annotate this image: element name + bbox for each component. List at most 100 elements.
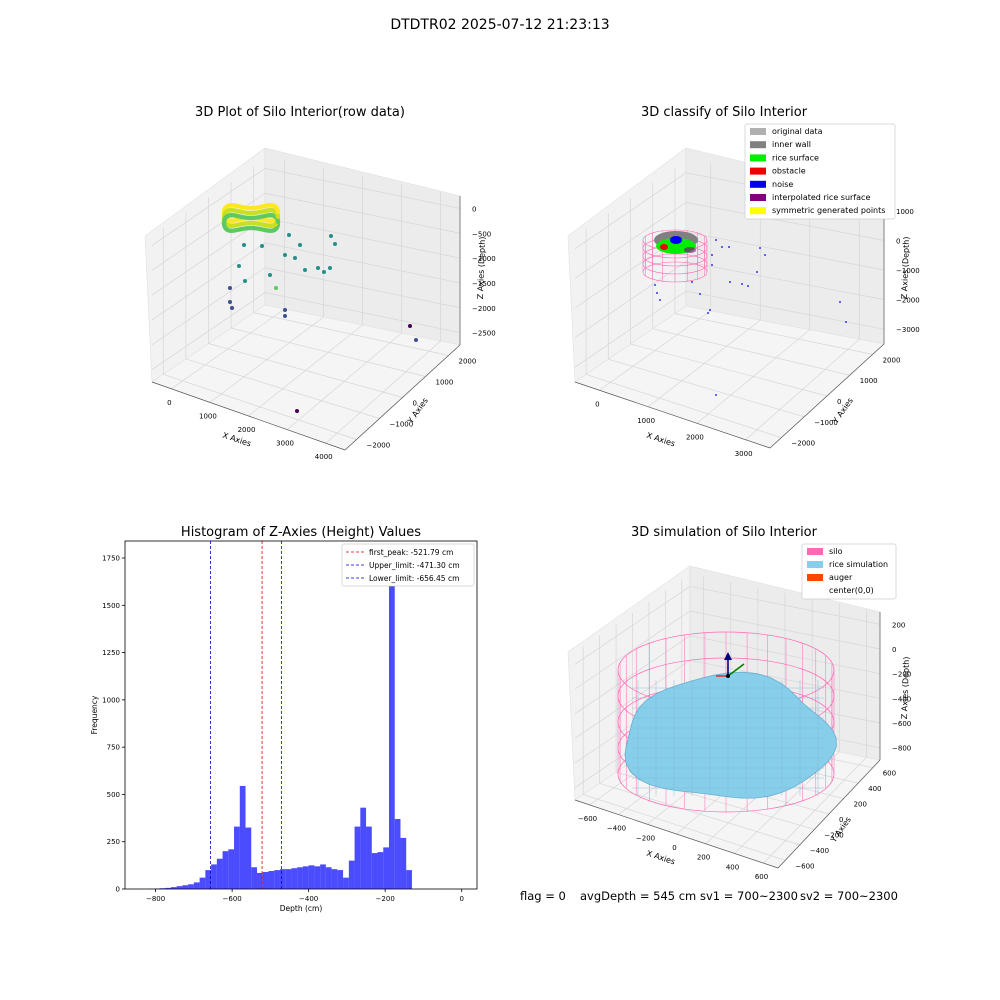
histogram-bar [216, 858, 223, 889]
raw-data-point [283, 314, 287, 318]
sim-y-tick-label: 200 [854, 801, 867, 809]
simulation-legend-swatch [807, 561, 823, 568]
sim-x-axis-line [574, 799, 779, 869]
raw-data-point [275, 219, 281, 225]
histogram-legend-label: Lower_limit: -656.45 cm [369, 574, 459, 583]
histogram-bar [354, 826, 361, 889]
classify-noise-point [656, 292, 658, 294]
classify-noise-point [715, 239, 717, 241]
sim-z-tick-label: 0 [892, 646, 896, 654]
raw-x-tick-label: 4000 [315, 453, 333, 461]
simulation-title: 3D simulation of Silo Interior [631, 525, 818, 540]
simulation-legend-label: center(0,0) [829, 586, 874, 595]
sim-y-tick-label: 400 [868, 785, 881, 793]
classify-noise-point [845, 321, 847, 323]
sim-y-axis-line [777, 759, 881, 869]
raw-data-point [408, 324, 412, 328]
raw-x-tick-label: 1000 [199, 412, 217, 420]
histogram-y-label: Frequency [90, 695, 99, 734]
histogram-y-tick-label: 500 [107, 791, 120, 799]
classify-y-tick-label: 2000 [883, 356, 901, 364]
histogram-bar [165, 887, 171, 889]
classify-noise-point [728, 246, 730, 248]
histogram-bar [251, 867, 257, 889]
histogram-bar [279, 869, 286, 889]
classify-y-axis-line [769, 343, 885, 449]
classify-grid-z [685, 290, 885, 330]
raw-x-tick-label: 2000 [238, 426, 256, 434]
raw-data-point [283, 308, 287, 312]
raw-data-point [333, 242, 337, 246]
classify-grid-y [652, 328, 850, 376]
simulation-legend-label: rice simulation [829, 560, 888, 569]
classify-legend-swatch [750, 154, 766, 162]
histogram-bar [268, 871, 275, 889]
classify-x-tick-label: 2000 [686, 433, 704, 441]
raw-grid-y [185, 358, 380, 419]
histogram-bar [234, 826, 240, 889]
sim-grid-z [689, 610, 881, 650]
histogram-bar [308, 865, 315, 889]
raw-data-point [230, 306, 234, 310]
histogram-bar [400, 837, 407, 889]
classify-legend-swatch [750, 207, 766, 215]
histogram-bar [320, 864, 326, 889]
simulation-panel: −600−400−20002004006006004002000−200−400… [567, 525, 911, 881]
raw-data-point [287, 233, 291, 237]
histogram-bar [211, 864, 217, 889]
raw-y-axis-line [344, 344, 461, 451]
raw-data-point [316, 266, 320, 270]
raw-grid-z-left [151, 242, 266, 321]
simulation-legend-label: auger [829, 573, 853, 582]
histogram-bar [228, 849, 235, 889]
classify-legend-swatch [750, 180, 766, 188]
sim-z-tick-label: −400 [892, 695, 911, 703]
histogram-bar [262, 871, 269, 889]
histogram-bar [182, 885, 189, 889]
simulation-legend-label: silo [829, 547, 843, 556]
classify-legend-label: rice surface [772, 153, 819, 162]
classify-z-tick-label: −3000 [896, 326, 920, 334]
classify-y-tick-label: 1000 [860, 377, 878, 385]
classify-z-tick-label: −1000 [896, 267, 920, 275]
sim-y-tick-label: −200 [824, 831, 843, 839]
histogram-x-tick-label: −200 [376, 895, 395, 903]
raw-z-tick-label: −2500 [472, 330, 496, 338]
histogram-bar [176, 886, 183, 889]
sim-grid-z [689, 635, 881, 675]
simulation-center-point [726, 674, 730, 678]
raw-data-point [268, 273, 272, 277]
sim-x-tick-label: 200 [697, 854, 710, 862]
classify-z-tick-label: 1000 [896, 208, 914, 216]
histogram-bar [377, 852, 384, 889]
classify-noise-point [721, 246, 723, 248]
raw-z-tick-label: −2000 [472, 305, 496, 313]
histogram-bar [199, 877, 206, 889]
sim-x-tick-label: −600 [578, 815, 597, 823]
histogram-legend-label: Upper_limit: -471.30 cm [369, 561, 460, 570]
raw-data-point [298, 243, 302, 247]
classify-grid-z [685, 261, 885, 300]
histogram-x-tick-label: −400 [299, 895, 318, 903]
histogram-x-tick-label: −600 [223, 895, 242, 903]
histogram-y-tick-label: 1250 [102, 649, 120, 657]
histogram-title: Histogram of Z-Axies (Height) Values [181, 525, 421, 540]
sim-x-tick-label: 400 [726, 863, 739, 871]
classify-noise-cluster [670, 236, 682, 244]
classify-legend-label: obstacle [772, 167, 806, 176]
classify-grid-y [630, 343, 828, 397]
classify-noise-point [711, 254, 713, 256]
classify-legend-swatch [750, 141, 766, 149]
histogram-x-tick-label: −800 [146, 895, 165, 903]
sim-z-tick-label: 200 [892, 621, 905, 629]
simulation-legend-swatch [807, 548, 823, 555]
classify-y-tick-label: 0 [837, 398, 841, 406]
histogram-bar [314, 866, 321, 889]
raw-grid-y [253, 312, 449, 356]
histogram-x-tick-label: 0 [459, 895, 463, 903]
classify-x-tick-label: 0 [595, 400, 599, 408]
classify-grid-z-left [574, 261, 687, 338]
classify-grid-z-left [574, 290, 687, 368]
classify-noise-point [764, 254, 766, 256]
classify-legend-label: symmetric generated points [772, 206, 885, 215]
